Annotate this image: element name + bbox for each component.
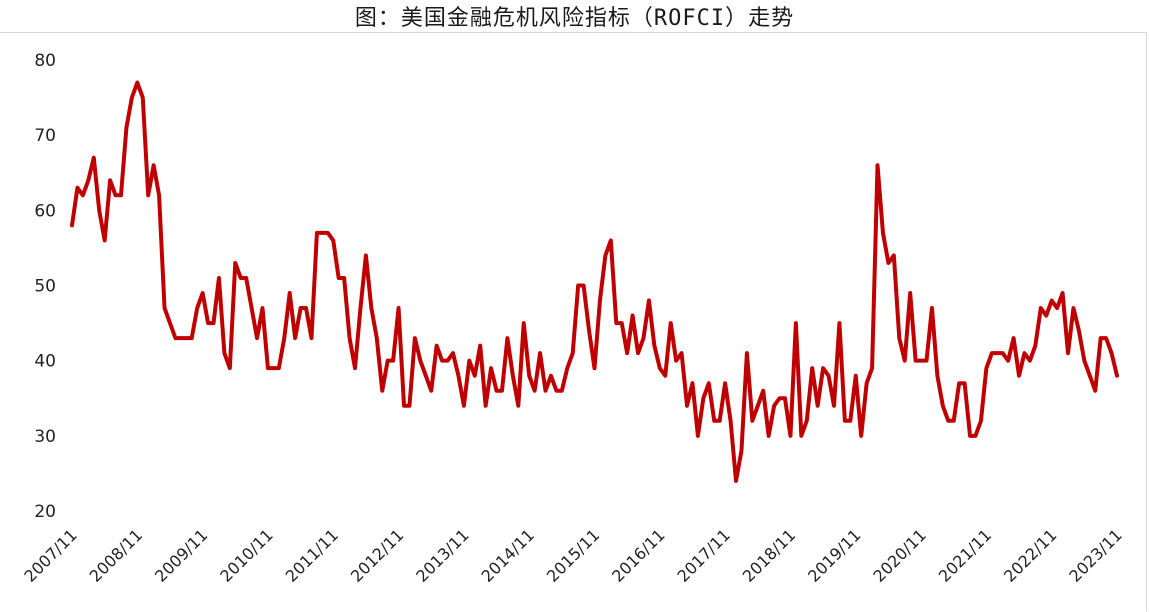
y-tick-label: 50 [34, 277, 56, 297]
series-layer [70, 80, 1119, 483]
x-tick-label: 2017/11 [674, 525, 734, 585]
x-tick-label: 2015/11 [543, 525, 603, 585]
x-tick-label: 2011/11 [282, 525, 342, 585]
x-tick-label: 2013/11 [412, 525, 472, 585]
y-tick-label: 20 [34, 502, 56, 522]
x-tick-label: 2022/11 [1000, 525, 1060, 585]
y-tick-label: 30 [34, 427, 56, 447]
y-axis: 20 30 40 50 60 70 80 [34, 51, 56, 522]
x-tick-label: 2016/11 [608, 525, 668, 585]
plot-frame [0, 32, 1147, 611]
x-tick-label: 2023/11 [1065, 525, 1125, 585]
x-tick-label: 2007/11 [20, 525, 80, 585]
x-tick-label: 2008/11 [86, 525, 146, 585]
y-tick-label: 60 [34, 201, 56, 221]
chart-title: 图：美国金融危机风险指标（ROFCI）走势 [354, 6, 795, 31]
x-tick-label: 2010/11 [216, 525, 276, 585]
series-line [70, 80, 1119, 483]
x-tick-label: 2012/11 [347, 525, 407, 585]
x-tick-label: 2009/11 [151, 525, 211, 585]
x-tick-label: 2019/11 [804, 525, 864, 585]
y-tick-label: 70 [34, 126, 56, 146]
x-tick-label: 2021/11 [935, 525, 995, 585]
y-tick-label: 80 [34, 51, 56, 71]
y-tick-label: 40 [34, 352, 56, 372]
x-axis: 2007/11 2008/11 2009/11 2010/11 2011/11 2012/… [20, 525, 1125, 585]
x-tick-label: 2020/11 [869, 525, 929, 585]
x-tick-label: 2014/11 [478, 525, 538, 585]
x-tick-label: 2018/11 [739, 525, 799, 585]
